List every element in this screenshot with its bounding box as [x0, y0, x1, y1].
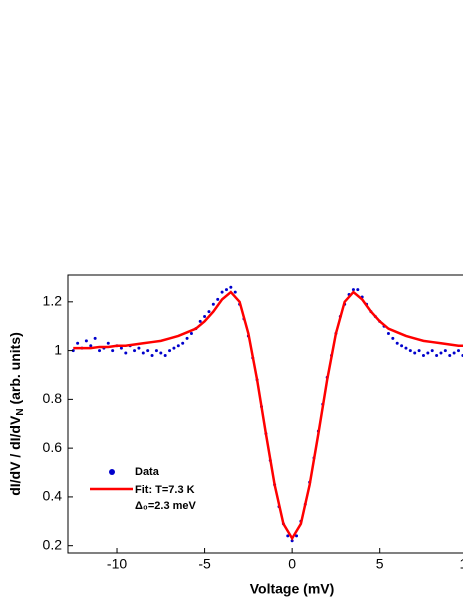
legend-label: Data: [135, 466, 160, 478]
y-tick-label: 0.8: [43, 390, 63, 406]
data-point: [395, 341, 399, 345]
data-point: [211, 302, 215, 306]
data-point: [76, 341, 80, 345]
data-point: [181, 341, 185, 345]
data-point: [111, 349, 115, 353]
y-axis-label: dI/dV / dI/dVN (arb. units): [7, 332, 26, 496]
data-point: [203, 314, 207, 318]
data-point: [386, 332, 390, 336]
data-point: [426, 351, 430, 355]
data-point: [189, 332, 193, 336]
data-point: [452, 351, 456, 355]
data-point: [176, 344, 180, 348]
data-point: [430, 349, 434, 353]
data-point: [233, 290, 237, 294]
data-point: [133, 349, 137, 353]
data-point: [408, 349, 412, 353]
data-point: [84, 339, 88, 343]
data-point: [89, 344, 93, 348]
data-point: [448, 353, 452, 357]
data-point: [154, 349, 158, 353]
data-point: [124, 351, 128, 355]
data-point: [400, 344, 404, 348]
data-point: [119, 346, 123, 350]
data-point: [137, 346, 141, 350]
data-point: [106, 341, 110, 345]
data-point: [207, 310, 211, 314]
y-tick-label: 0.6: [43, 439, 63, 455]
x-tick-label: -5: [198, 556, 211, 572]
data-point: [290, 539, 294, 543]
data-point: [286, 534, 290, 538]
data-point: [168, 349, 172, 353]
data-point: [229, 285, 233, 289]
data-point: [439, 351, 443, 355]
legend-label: Fit: T=7.3 K: [135, 484, 195, 496]
y-tick-label: 0.2: [43, 536, 63, 552]
data-point: [71, 349, 75, 353]
data-point: [413, 351, 417, 355]
x-axis-label: Voltage (mV): [250, 581, 335, 597]
data-point: [220, 290, 224, 294]
data-point: [93, 336, 97, 340]
data-point: [404, 346, 408, 350]
legend-marker: [109, 469, 115, 475]
data-point: [295, 534, 299, 538]
y-tick-label: 1: [54, 341, 62, 357]
data-point: [216, 297, 220, 301]
legend-annotation: Δ₀=2.3 meV: [135, 500, 197, 512]
y-axis-label-tail: (arb. units): [7, 332, 23, 408]
data-point: [198, 319, 202, 323]
data-point: [98, 349, 102, 353]
data-point: [159, 351, 163, 355]
data-point: [391, 336, 395, 340]
data-point: [443, 349, 447, 353]
data-point: [224, 288, 228, 292]
data-point: [163, 353, 167, 357]
y-tick-label: 1.2: [43, 293, 63, 309]
fit-line: [73, 290, 463, 541]
data-point: [435, 353, 439, 357]
data-point: [150, 353, 154, 357]
plot-frame: [67, 274, 463, 554]
x-tick-label: -10: [107, 556, 127, 572]
data-point: [356, 288, 360, 292]
data-point: [417, 349, 421, 353]
x-tick-label: 0: [288, 556, 296, 572]
data-point: [185, 336, 189, 340]
plot-area: [71, 285, 463, 543]
data-point: [351, 288, 355, 292]
data-point: [141, 351, 145, 355]
data-point: [456, 349, 460, 353]
y-tick-label: 0.4: [43, 488, 63, 504]
y-axis-label-sub: N: [15, 408, 26, 415]
y-axis-label-main: dI/dV / dI/dV: [7, 415, 23, 496]
data-point: [146, 349, 150, 353]
data-point: [172, 346, 176, 350]
data-point: [421, 353, 425, 357]
x-tick-label: 10: [459, 556, 463, 572]
x-tick-label: 5: [376, 556, 384, 572]
